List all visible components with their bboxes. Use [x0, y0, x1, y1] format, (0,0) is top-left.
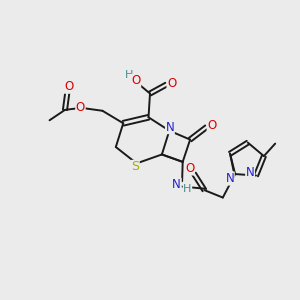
Text: N: N: [172, 178, 181, 191]
Text: O: O: [207, 119, 216, 132]
Text: H: H: [183, 184, 192, 194]
Text: O: O: [64, 80, 73, 93]
Text: O: O: [76, 101, 85, 114]
Text: N: N: [225, 172, 234, 185]
Text: O: O: [131, 74, 141, 87]
Text: N: N: [166, 121, 174, 134]
Text: N: N: [246, 166, 254, 179]
Text: H: H: [124, 70, 133, 80]
Text: O: O: [167, 76, 176, 90]
Text: S: S: [131, 160, 139, 173]
Text: O: O: [185, 162, 194, 175]
